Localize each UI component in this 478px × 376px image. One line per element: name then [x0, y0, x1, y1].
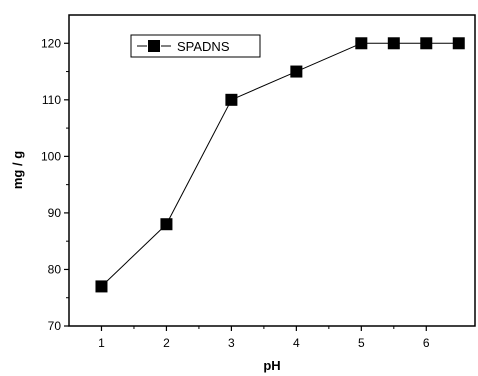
- series-spadns: [95, 37, 465, 293]
- x-tick-label: 1: [98, 336, 105, 350]
- series-segment: [296, 42, 362, 73]
- x-tick-label: 6: [423, 336, 430, 350]
- data-point: [355, 37, 368, 50]
- data-point: [95, 280, 108, 293]
- y-tick-label: 80: [48, 262, 62, 276]
- legend-marker: [148, 40, 160, 52]
- data-point: [225, 93, 238, 106]
- y-tick-label: 100: [41, 149, 61, 163]
- y-tick-label: 70: [48, 319, 62, 333]
- data-point: [452, 37, 465, 50]
- data-point: [290, 65, 303, 78]
- y-tick-label: 120: [41, 36, 61, 50]
- x-tick-label: 5: [358, 336, 365, 350]
- x-tick-label: 3: [228, 336, 235, 350]
- series-segment: [165, 99, 232, 225]
- x-tick-label: 2: [163, 336, 170, 350]
- plot-frame: [68, 14, 476, 327]
- y-tick-label: 110: [42, 93, 61, 107]
- legend: SPADNS: [130, 34, 261, 58]
- x-axis-title: pH: [263, 358, 280, 373]
- data-point: [420, 37, 433, 50]
- legend-label: SPADNS: [177, 39, 230, 54]
- series-segment: [101, 223, 167, 287]
- data-point: [387, 37, 400, 50]
- x-tick-label: 4: [293, 336, 300, 350]
- axes: 1 2 3 4 5 6 70 80 90 100 110 120: [41, 36, 430, 350]
- y-axis-title: mg / g: [10, 151, 25, 189]
- data-point: [160, 218, 173, 231]
- legend-box: [130, 34, 261, 58]
- series-segment: [231, 71, 297, 101]
- y-tick-label: 90: [48, 206, 62, 220]
